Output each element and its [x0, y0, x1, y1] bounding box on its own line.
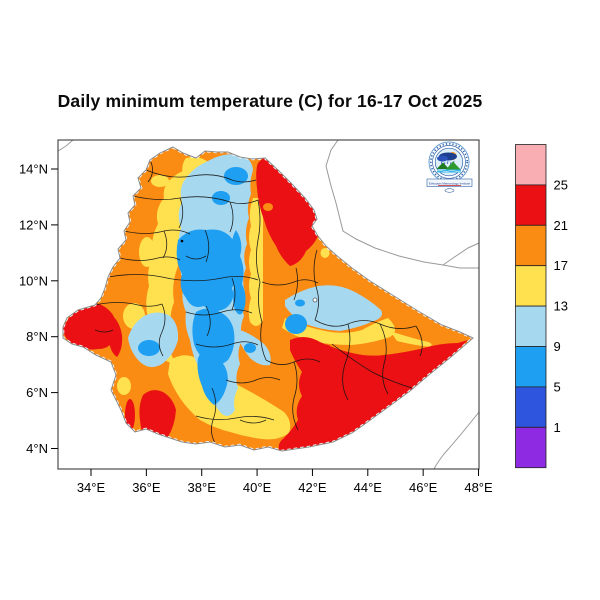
x-axis-tick-label: 46°E: [409, 480, 438, 495]
x-axis-tick-label: 44°E: [354, 480, 383, 495]
neighbor-borders: [57, 139, 480, 470]
legend-boundary-label: 1: [554, 420, 561, 435]
logo-ring-script: [429, 142, 469, 182]
legend-boundary-label: 13: [554, 299, 568, 314]
color-scale-legend: 25 21 17 13 9 5 1: [515, 144, 568, 469]
logo-banner: [426, 178, 473, 187]
y-axis-tick-label: 4°N: [26, 441, 48, 456]
logo-seal-mark: [444, 188, 455, 193]
page-title: Daily minimum temperature (C) for 16-17 …: [57, 91, 483, 111]
plot-frame: [57, 139, 480, 470]
legend-color-block: [515, 305, 547, 347]
x-axis-tick-label: 38°E: [188, 480, 217, 495]
x-axis-tick-label: 42°E: [298, 480, 327, 495]
ethiopia-border: [62, 146, 474, 452]
legend-color-block: [515, 224, 547, 267]
y-axis-tick-label: 6°N: [26, 385, 48, 400]
afar-orange-speck: [263, 203, 273, 211]
legend-boundary-label: 17: [554, 258, 568, 273]
legend-boundary-label: 9: [554, 339, 561, 354]
legend-boundary-label: 21: [554, 218, 568, 233]
logo-mountains: [436, 162, 449, 169]
y-axis-tick-label: 14°N: [19, 162, 48, 177]
x-axis-tick-label: 34°E: [77, 480, 106, 495]
y-axis-tick-label: 12°N: [19, 217, 48, 232]
logo-banner-text: Ethiopian Meteorology Institute: [429, 181, 471, 185]
admin-boundaries: [94, 159, 423, 444]
legend-color-block: [515, 426, 547, 469]
y-axis-tick-label: 10°N: [19, 273, 48, 288]
x-axis-tick-label: 36°E: [132, 480, 161, 495]
border-yellow-speck: [320, 248, 330, 258]
institute-logo: Ethiopian Meteorology Institute: [426, 141, 473, 193]
legend-color-block: [515, 265, 547, 307]
temperature-fill-layers: [63, 147, 473, 451]
axes: 34°E 36°E 38°E 40°E 42°E 44°E 46°E 48°E 14°N 12°N…: [19, 162, 493, 496]
legend-color-block: [515, 386, 547, 428]
legend-color-block: [515, 184, 547, 226]
station-dot: [180, 239, 184, 243]
legend-boundary-label: 25: [554, 177, 568, 192]
fill-5-9: [138, 167, 307, 405]
legend-boundary-label: 5: [554, 379, 561, 394]
x-axis-tick-label: 40°E: [243, 480, 272, 495]
lake-dot: [312, 297, 318, 303]
legend-color-block: [515, 346, 547, 388]
x-axis-tick-label: 48°E: [464, 480, 493, 495]
legend-color-block: [515, 144, 547, 186]
y-axis-tick-label: 8°N: [26, 329, 48, 344]
